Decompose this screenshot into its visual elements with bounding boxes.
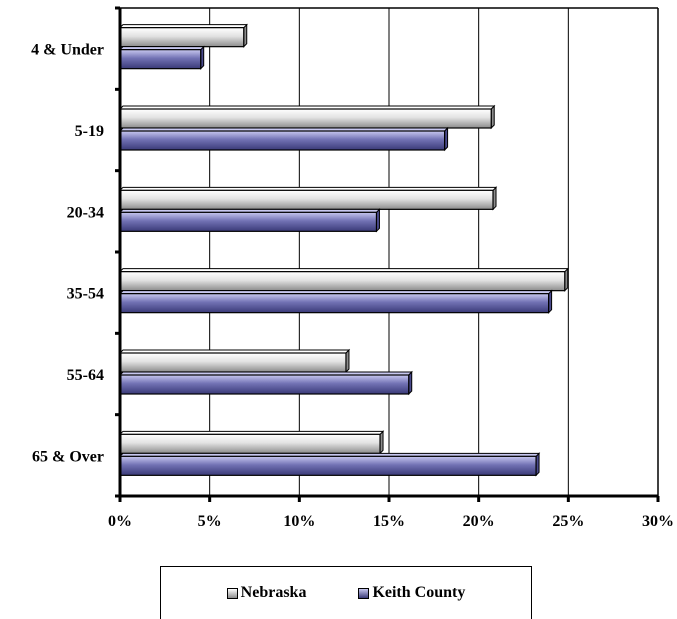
bar-nebraska [118,430,385,455]
legend-item-keith-county: Keith County [358,584,465,602]
y-tick-label: 4 & Under [31,42,104,59]
legend-label-nebraska: Nebraska [240,584,307,601]
x-tick-label: 30% [642,513,674,530]
legend-item-nebraska: Nebraska [226,584,307,602]
bar-front [119,433,381,454]
x-tick-label: 5% [198,513,222,530]
bar-keith-county [118,45,205,70]
gridlines [209,8,659,496]
axes [115,6,660,502]
bar-front [119,271,566,292]
bar-nebraska [118,267,569,292]
bar-nebraska [118,348,351,374]
bar-keith-county [118,452,541,477]
bar-nebraska [118,104,496,130]
legend: Nebraska Keith County [160,566,532,619]
y-tick-label: 65 & Over [32,448,104,465]
y-tick-label: 35-54 [67,286,104,303]
y-tick-label: 5-19 [75,123,104,140]
legend-swatch-nebraska [226,587,238,599]
y-tick-label: 20-34 [67,204,104,221]
bar-front [119,189,494,210]
bar-keith-county [118,289,553,314]
x-tick-label: 20% [463,513,495,530]
bar-front [119,27,245,48]
legend-label-keith-county: Keith County [372,584,466,601]
bar-nebraska [118,23,248,48]
x-tick-label: 15% [373,513,405,530]
bar-keith-county [118,126,449,152]
x-tick-label: 0% [108,513,132,530]
bar-front [119,49,202,70]
bar-front [119,108,492,129]
labels: 0% 5% 10% 15% 20% 25% 30% 4 & Under 5-19 20-34 35-… [31,42,674,530]
legend-swatch-keith-county [358,587,370,599]
bar-chart: 0% 5% 10% 15% 20% 25% 30% 4 & Under 5-19 20-34 35-… [31,6,674,530]
y-tick-label: 55-64 [67,367,104,384]
bar-nebraska [118,186,498,211]
x-tick-label: 10% [283,513,315,530]
bar-front [119,374,410,395]
bar-keith-county [118,370,413,396]
bar-front [119,455,537,476]
bar-keith-county [118,208,381,233]
bar-front [119,352,347,373]
x-tick-label: 25% [552,513,584,530]
bars [118,23,569,477]
bar-front [119,130,446,151]
bar-front [119,211,378,232]
bar-front [119,293,550,314]
